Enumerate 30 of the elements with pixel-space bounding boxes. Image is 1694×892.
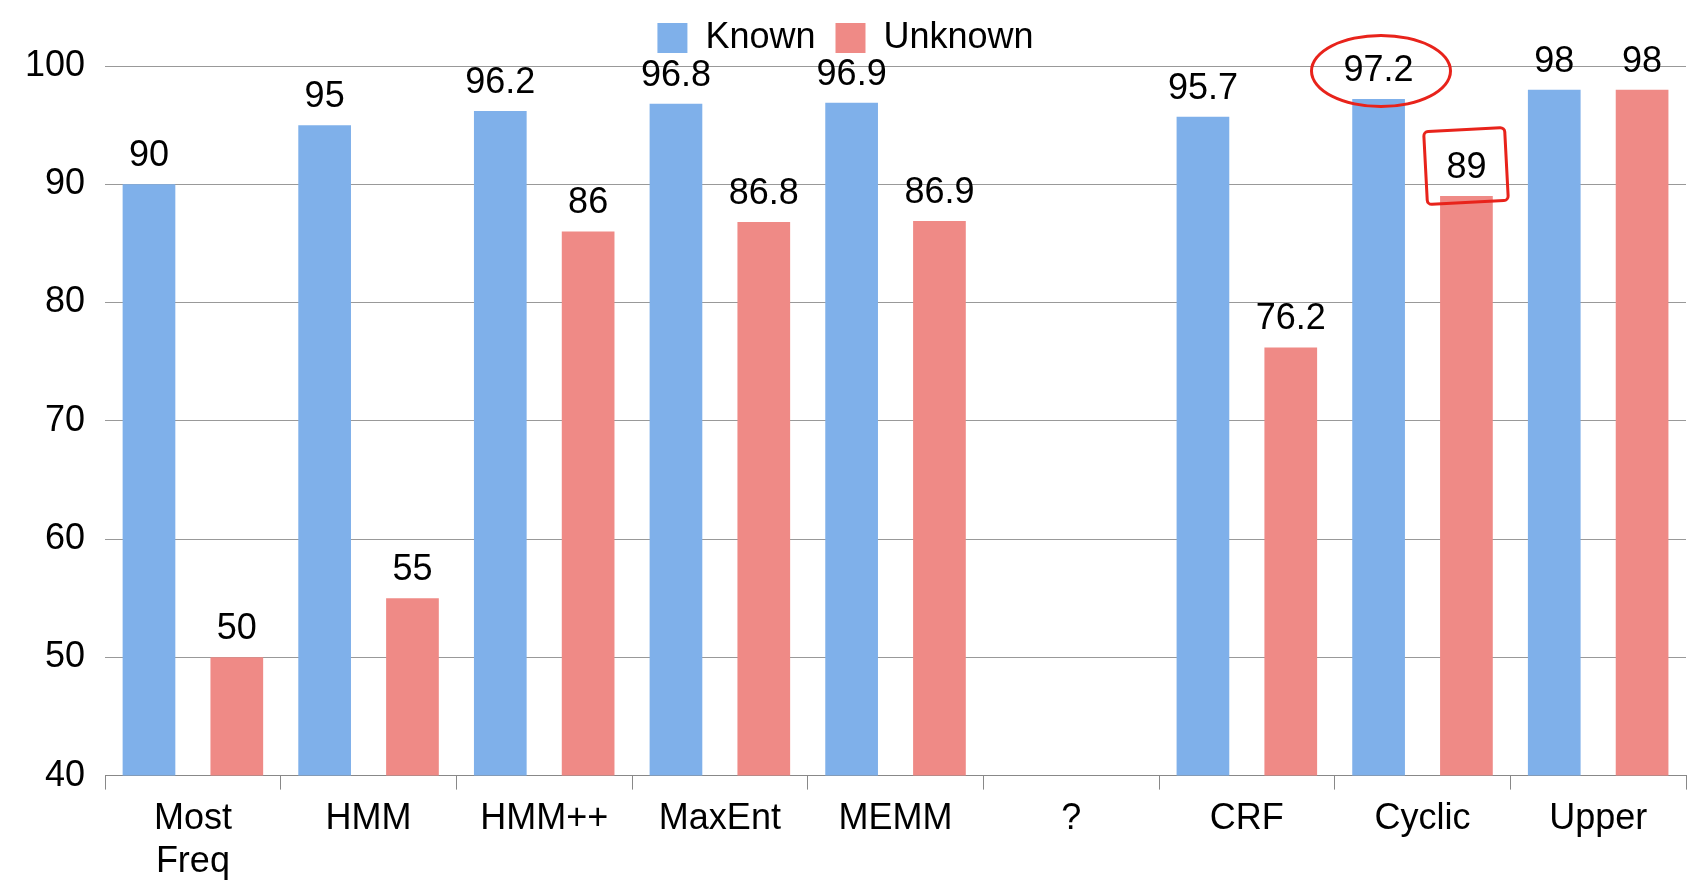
x-tick-label: MEMM — [838, 796, 953, 838]
x-tick-label: ? — [1061, 796, 1082, 838]
y-tick-label: 70 — [45, 397, 86, 439]
data-label: 89 — [1446, 145, 1487, 187]
x-tick-label: Most Freq — [153, 796, 232, 881]
data-label: 95.7 — [1167, 65, 1238, 107]
data-label: 86 — [568, 180, 609, 222]
y-tick-label: 80 — [45, 279, 86, 321]
x-tick-label: Cyclic — [1374, 796, 1471, 838]
x-tick-label: CRF — [1209, 796, 1284, 838]
data-label: 98 — [1622, 38, 1663, 80]
y-tick-label: 100 — [24, 42, 86, 84]
data-label: 76.2 — [1255, 296, 1326, 338]
data-label: 95 — [304, 74, 345, 116]
y-tick-label: 40 — [45, 752, 86, 794]
data-label: 86.8 — [728, 171, 799, 213]
y-tick-label: 50 — [45, 634, 86, 676]
x-tick-label: Upper — [1549, 796, 1648, 838]
data-label: 96.2 — [465, 59, 536, 101]
data-label: 98 — [1534, 38, 1575, 80]
y-tick-label: 90 — [45, 161, 86, 203]
x-tick-label: MaxEnt — [658, 796, 781, 838]
data-label: 97.2 — [1343, 48, 1414, 90]
x-tick-label: HMM++ — [480, 796, 609, 838]
x-tick-label: HMM — [325, 796, 412, 838]
data-label: 55 — [392, 547, 433, 589]
data-label: 90 — [128, 133, 169, 175]
data-label: 50 — [216, 606, 257, 648]
y-tick-label: 60 — [45, 515, 86, 557]
data-label: 86.9 — [904, 169, 975, 211]
